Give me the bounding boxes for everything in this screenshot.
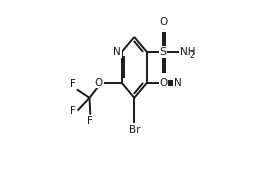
Text: N: N [174,78,182,88]
Text: S: S [159,47,167,57]
Text: F: F [70,79,75,89]
Text: O: O [159,17,167,27]
Text: NH: NH [180,47,196,57]
Text: F: F [87,116,93,126]
Text: O: O [159,78,167,88]
Text: Br: Br [129,125,140,135]
Text: 2: 2 [190,51,195,60]
Text: O: O [95,78,103,88]
Text: N: N [113,47,121,57]
Text: F: F [70,106,76,116]
